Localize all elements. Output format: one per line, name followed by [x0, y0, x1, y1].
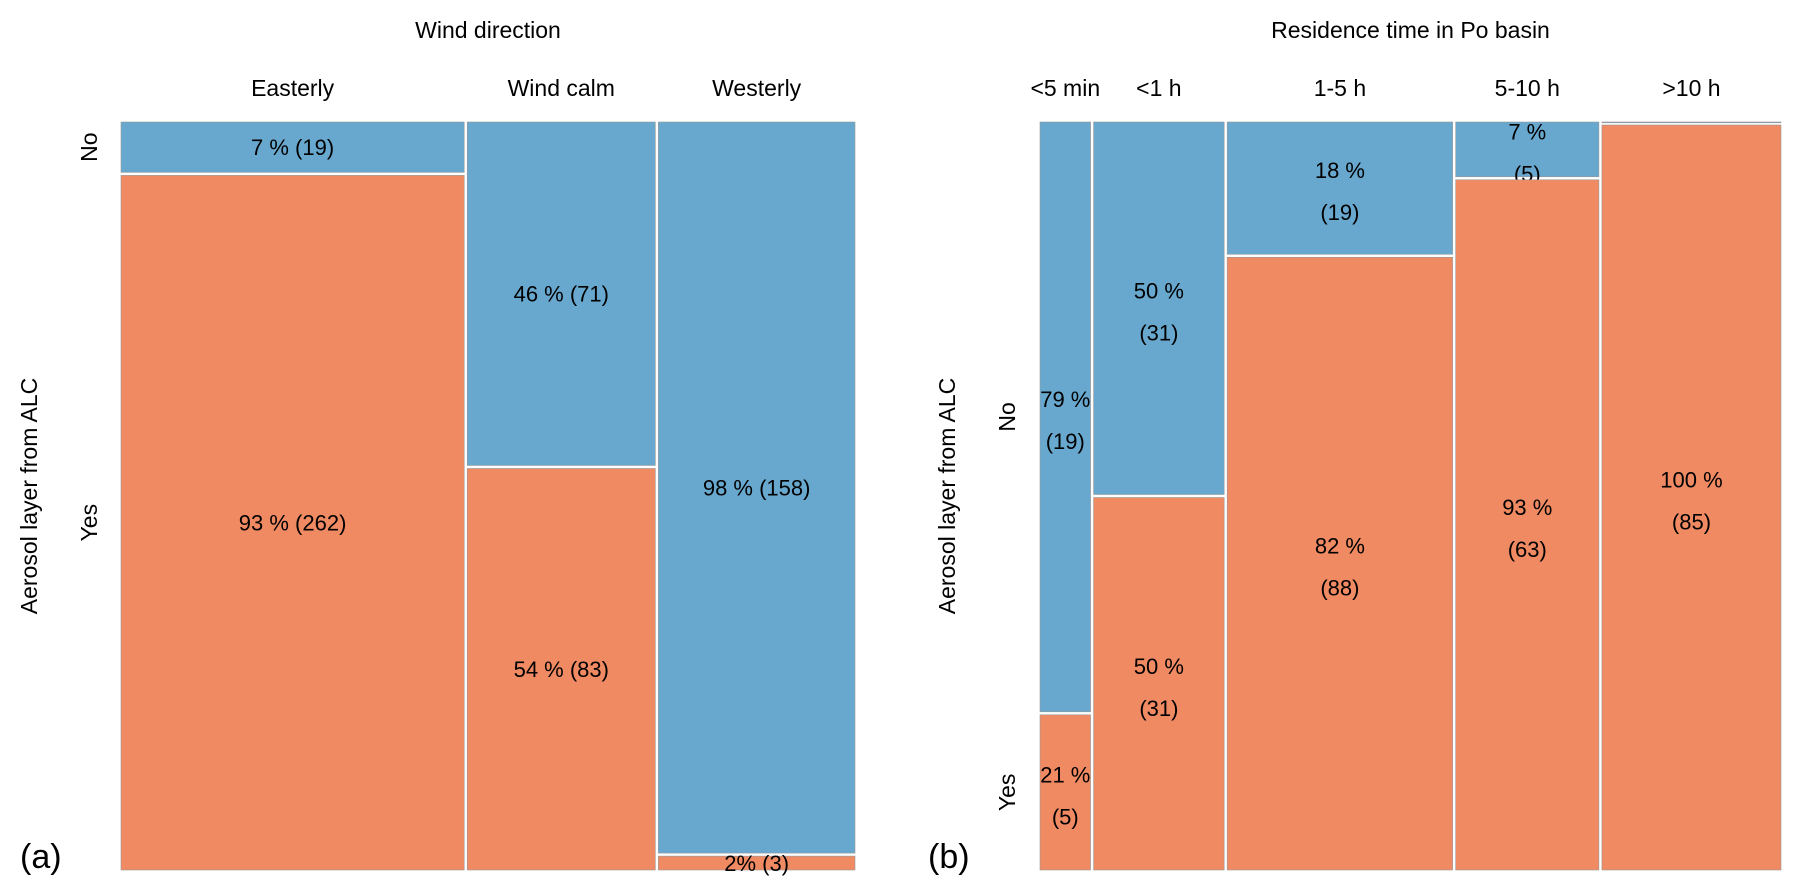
mosaic-cell-yes	[1455, 179, 1600, 871]
cell-count-label: (5)	[1052, 804, 1079, 829]
cell-label: 2% (3)	[724, 851, 789, 876]
cell-percent-label: 21 %	[1040, 762, 1090, 787]
cell-count-label: (19)	[1046, 429, 1085, 454]
y-tick-label: No	[994, 402, 1020, 431]
cell-label: 93 % (262)	[239, 511, 347, 536]
y-axis-title: Aerosol layer from ALC	[934, 378, 960, 614]
cell-percent-label: 82 %	[1315, 534, 1365, 559]
cell-count-label: (85)	[1672, 510, 1711, 535]
column-label: Westerly	[712, 75, 802, 101]
column-label: 5-10 h	[1495, 75, 1560, 101]
cell-label: 98 % (158)	[703, 476, 811, 501]
mosaic-cell-no	[120, 121, 465, 173]
cell-percent-label: 79 %	[1040, 387, 1090, 412]
column-label: <1 h	[1136, 75, 1181, 101]
y-tick-label: No	[76, 132, 102, 161]
mosaic-cell-no	[658, 121, 856, 854]
mosaic-cell-yes	[1601, 124, 1782, 871]
cell-percent-label: 50 %	[1134, 278, 1184, 303]
cell-count-label: (63)	[1508, 537, 1547, 562]
y-axis-title: Aerosol layer from ALC	[16, 378, 42, 614]
mosaic-cell-yes	[466, 468, 656, 871]
panel-label: (a)	[20, 838, 62, 876]
mosaic-cell-yes	[1093, 497, 1225, 871]
column-label: 1-5 h	[1314, 75, 1366, 101]
cell-count-label: (19)	[1320, 200, 1359, 225]
mosaic-cell-no	[1601, 121, 1782, 124]
mosaic-cell-yes	[1226, 256, 1453, 871]
mosaic-cell-yes	[658, 855, 856, 871]
mosaic-cell-no	[1093, 121, 1225, 495]
panel-title: Wind direction	[415, 17, 561, 43]
cell-percent-label: 50 %	[1134, 654, 1184, 679]
cell-percent-label: 93 %	[1502, 495, 1552, 520]
mosaic-cell-no	[1455, 121, 1600, 178]
column-label: <5 min	[1030, 75, 1100, 101]
cell-count-label: (88)	[1320, 576, 1359, 601]
mosaic-cell-no	[1039, 121, 1091, 713]
panel-title: Residence time in Po basin	[1271, 17, 1550, 43]
cell-percent-label: 100 %	[1660, 468, 1722, 493]
cell-label: 54 % (83)	[514, 657, 609, 682]
y-tick-label: Yes	[994, 774, 1020, 812]
cell-label: 46 % (71)	[514, 282, 609, 307]
mosaic-cell-no	[1226, 121, 1453, 255]
cell-percent-label: 7 %	[1508, 119, 1546, 144]
cell-percent-label: 18 %	[1315, 158, 1365, 183]
cell-count-label: (31)	[1139, 696, 1178, 721]
column-label: Wind calm	[508, 75, 615, 101]
y-tick-label: Yes	[76, 504, 102, 542]
cell-count-label: (31)	[1139, 320, 1178, 345]
mosaic-cell-yes	[1039, 714, 1091, 871]
column-label: Easterly	[251, 75, 335, 101]
column-label: >10 h	[1662, 75, 1720, 101]
cell-label: 7 % (19)	[251, 135, 334, 160]
mosaic-cell-no	[466, 121, 656, 466]
mosaic-cell-yes	[120, 175, 465, 871]
panel-label: (b)	[928, 838, 970, 876]
